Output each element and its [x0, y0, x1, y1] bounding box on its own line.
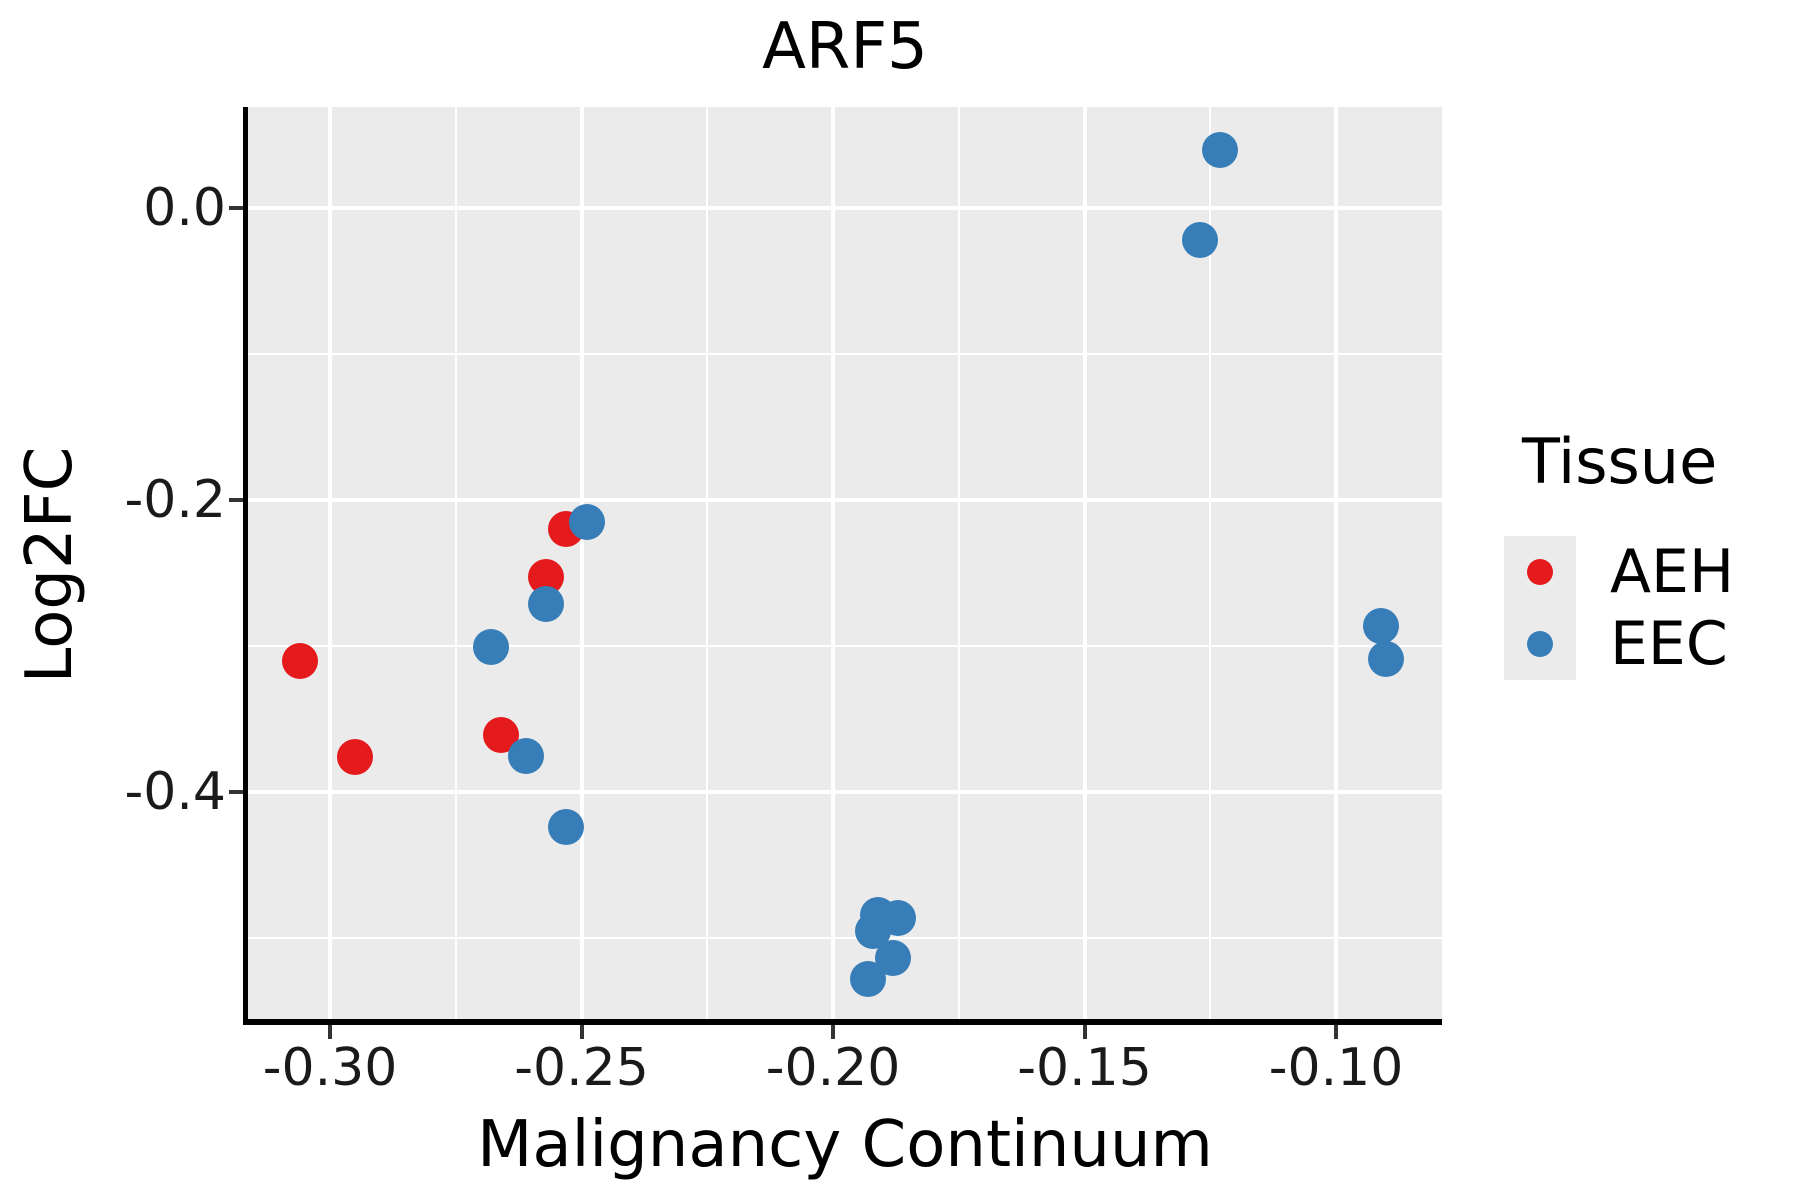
eec-dot-icon	[1527, 631, 1553, 657]
chart-title: ARF5	[762, 10, 928, 84]
data-point-aeh	[281, 642, 318, 679]
data-point-eec	[472, 629, 509, 666]
gridline-major-y	[248, 790, 1442, 794]
gridline-major-x	[328, 107, 332, 1022]
gridline-minor-x	[1209, 107, 1212, 1022]
gridline-minor-x	[957, 107, 960, 1022]
gridline-major-x	[579, 107, 584, 1022]
data-point-eec	[1368, 641, 1405, 678]
y-tick-mark	[229, 498, 243, 502]
plot-area	[248, 107, 1442, 1022]
legend-key-box	[1504, 608, 1576, 680]
x-tick-label: -0.20	[765, 1038, 901, 1098]
gridline-major-x	[1082, 107, 1087, 1022]
data-point-eec	[1182, 222, 1219, 259]
data-point-eec	[528, 585, 565, 622]
gridline-major-y	[248, 498, 1442, 502]
y-axis-spine	[243, 107, 248, 1025]
data-point-eec	[508, 737, 545, 774]
data-point-eec	[548, 809, 585, 846]
gridline-major-y	[248, 206, 1442, 210]
data-point-eec	[850, 960, 887, 997]
gridline-minor-y	[248, 353, 1442, 355]
y-tick-label: 0.0	[143, 178, 226, 238]
legend-key-box	[1504, 536, 1576, 608]
legend-entry-aeh: AEH	[1504, 536, 1734, 608]
legend-title: Tissue	[1522, 425, 1718, 498]
aeh-dot-icon	[1527, 559, 1553, 585]
legend-entry-eec: EEC	[1504, 608, 1734, 680]
legend-label-aeh: AEH	[1610, 537, 1735, 607]
x-tick-mark	[1334, 1025, 1338, 1039]
x-tick-mark	[579, 1025, 584, 1039]
gridline-major-x	[1334, 107, 1338, 1022]
gridline-major-x	[831, 107, 835, 1022]
data-point-eec	[568, 503, 605, 540]
legend-label-eec: EEC	[1610, 609, 1728, 679]
data-point-eec	[1363, 607, 1400, 644]
data-point-aeh	[337, 738, 374, 775]
x-axis-spine	[243, 1019, 1442, 1025]
y-tick-mark	[229, 790, 243, 794]
y-tick-mark	[229, 206, 243, 210]
y-axis-label: Log2FC	[13, 446, 87, 684]
x-tick-label: -0.30	[262, 1038, 398, 1098]
y-tick-label: -0.2	[124, 470, 226, 530]
x-tick-mark	[1082, 1025, 1087, 1039]
x-tick-mark	[831, 1025, 835, 1039]
gridline-minor-x	[706, 107, 709, 1022]
gridline-minor-y	[248, 645, 1442, 647]
x-tick-mark	[328, 1025, 332, 1039]
x-tick-label: -0.15	[1017, 1038, 1152, 1098]
legend: Tissue AEH EEC	[1504, 425, 1734, 680]
x-axis-label: Malignancy Continuum	[477, 1108, 1213, 1182]
y-tick-label: -0.4	[124, 762, 226, 822]
x-tick-label: -0.10	[1268, 1038, 1404, 1098]
gridline-minor-y	[248, 937, 1442, 939]
data-point-eec	[1202, 131, 1239, 168]
gridline-minor-x	[454, 107, 457, 1022]
x-tick-label: -0.25	[514, 1038, 649, 1098]
